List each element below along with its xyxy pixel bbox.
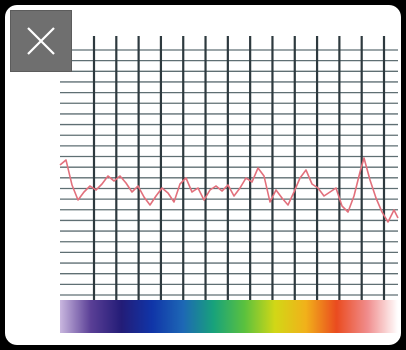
close-icon bbox=[27, 27, 55, 55]
spectrum-bar bbox=[60, 300, 398, 333]
signal-trace bbox=[59, 157, 399, 223]
close-button[interactable] bbox=[10, 10, 72, 72]
grid-lines bbox=[60, 36, 398, 300]
